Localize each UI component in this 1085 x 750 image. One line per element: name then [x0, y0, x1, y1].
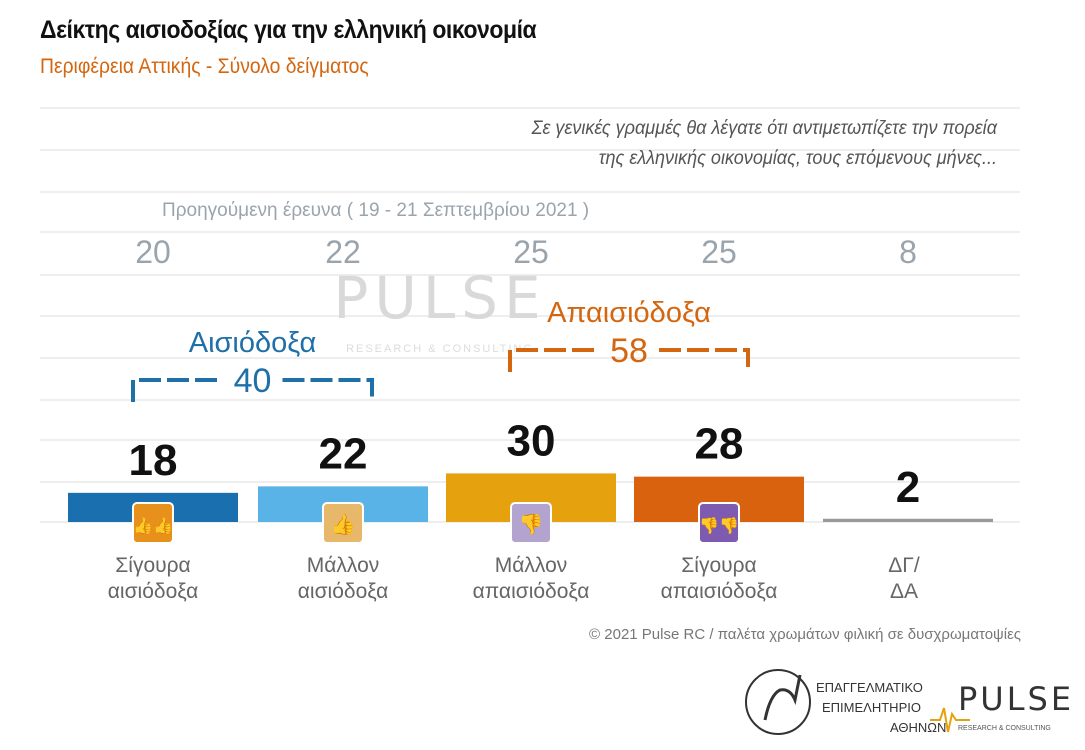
- previous-value: 8: [899, 234, 917, 270]
- double-thumbs-down-icon: [698, 502, 740, 544]
- icon-glyph: 👎: [519, 512, 544, 536]
- icon-glyph: 👎👎: [699, 516, 739, 535]
- category-label: αισιόδοξα: [108, 580, 198, 603]
- chamber-logo: ΕΠΑΓΓΕΛΜΑΤΙΚΟ ΕΠΙΜΕΛΗΤΗΡΙΟ ΑΘΗΝΩΝ: [745, 669, 946, 735]
- previous-value: 25: [701, 234, 737, 270]
- pulse-logo-text: PULSE: [958, 680, 1074, 718]
- icon-glyph: 👍: [331, 512, 356, 536]
- group-bracket-left: [508, 348, 599, 372]
- chamber-seal-icon: [745, 669, 811, 735]
- group-total: 40: [234, 362, 272, 400]
- pulse-logo: PULSE RESEARCH & CONSULTING: [930, 680, 1074, 733]
- value-label: 18: [129, 436, 178, 485]
- value-label: 2: [896, 463, 920, 512]
- bar-5: [823, 518, 993, 522]
- thumbs-down-icon: [510, 502, 552, 544]
- value-label: 22: [319, 429, 368, 478]
- category-label: ΔΓ/: [888, 554, 920, 577]
- group-label: Αισιόδοξα: [189, 327, 317, 359]
- previous-survey-label: Προηγούμενη έρευνα ( 19 - 21 Σεπτεμβρίου…: [162, 200, 590, 221]
- category-label: απαισιόδοξα: [661, 580, 778, 603]
- category-label: απαισιόδοξα: [473, 580, 590, 603]
- thumbs-up-icon: [322, 502, 364, 544]
- group-bracket-left: [131, 378, 223, 402]
- group-bracket-right: [659, 348, 750, 372]
- group-bracket-right: [282, 378, 374, 402]
- question-text: Σε γενικές γραμμές θα λέγατε ότι αντιμετ…: [427, 114, 997, 174]
- chamber-line-2: ΕΠΙΜΕΛΗΤΗΡΙΟ: [822, 700, 921, 715]
- category-label: Σίγουρα: [681, 554, 756, 577]
- chamber-line-1: ΕΠΑΓΓΕΛΜΑΤΙΚΟ: [816, 680, 923, 695]
- watermark-brand: PULSE: [333, 264, 546, 332]
- previous-value: 20: [135, 234, 171, 270]
- category-label: Σίγουρα: [115, 554, 190, 577]
- previous-value: 25: [513, 234, 549, 270]
- group-total: 58: [610, 332, 648, 370]
- category-label: αισιόδοξα: [298, 580, 388, 603]
- question-line-2: της ελληνικής οικονομίας, τους επόμενους…: [598, 148, 997, 169]
- value-label: 28: [695, 420, 744, 469]
- footer-credit: © 2021 Pulse RC / παλέτα χρωμάτων φιλική…: [589, 626, 1021, 643]
- group-label: Απαισιόδοξα: [547, 297, 711, 329]
- chart-subtitle: Περιφέρεια Αττικής - Σύνολο δείγματος: [40, 55, 369, 78]
- watermark-tagline: RESEARCH & CONSULTING: [346, 343, 534, 355]
- category-label: Μάλλον: [307, 554, 380, 577]
- icon-glyph: 👍👍: [133, 516, 173, 535]
- pulse-logo-tagline: RESEARCH & CONSULTING: [958, 725, 1051, 732]
- pulse-wave-icon: [930, 707, 970, 733]
- chamber-line-3: ΑΘΗΝΩΝ: [890, 720, 946, 735]
- previous-value: 22: [325, 234, 361, 270]
- question-line-1: Σε γενικές γραμμές θα λέγατε ότι αντιμετ…: [531, 118, 997, 139]
- value-label: 30: [507, 416, 556, 465]
- category-label: ΔΑ: [890, 580, 918, 603]
- chart-title: Δείκτης αισιοδοξίας για την ελληνική οικ…: [40, 16, 537, 44]
- double-thumbs-up-icon: [132, 502, 174, 544]
- category-label: Μάλλον: [495, 554, 568, 577]
